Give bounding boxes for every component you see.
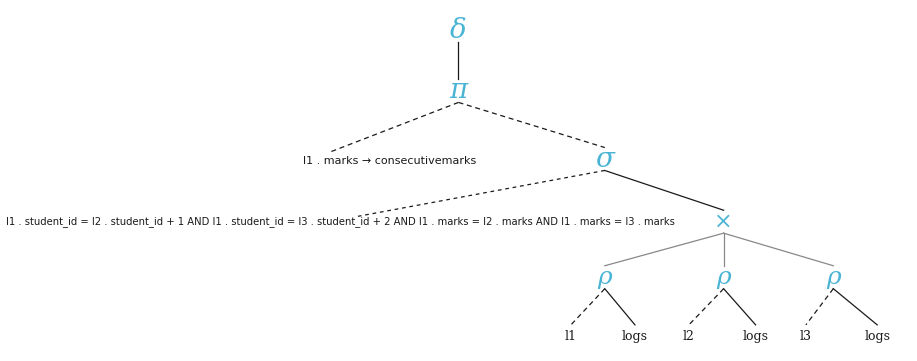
Text: logs: logs: [743, 330, 768, 343]
Text: logs: logs: [864, 330, 890, 343]
Text: ρ: ρ: [716, 266, 731, 289]
Text: l1 . student_id = l2 . student_id + 1 AND l1 . student_id = l3 . student_id + 2 : l1 . student_id = l2 . student_id + 1 AN…: [6, 216, 675, 227]
Text: ρ: ρ: [597, 266, 613, 289]
Text: l1 . marks → consecutivemarks: l1 . marks → consecutivemarks: [304, 156, 476, 166]
Text: σ: σ: [595, 145, 614, 173]
Text: l1: l1: [565, 330, 577, 343]
Text: δ: δ: [450, 17, 467, 44]
Text: ρ: ρ: [826, 266, 841, 289]
Text: l3: l3: [800, 330, 812, 343]
Text: l2: l2: [683, 330, 695, 343]
Text: logs: logs: [622, 330, 648, 343]
Text: π: π: [449, 78, 468, 104]
Text: ×: ×: [714, 211, 733, 233]
